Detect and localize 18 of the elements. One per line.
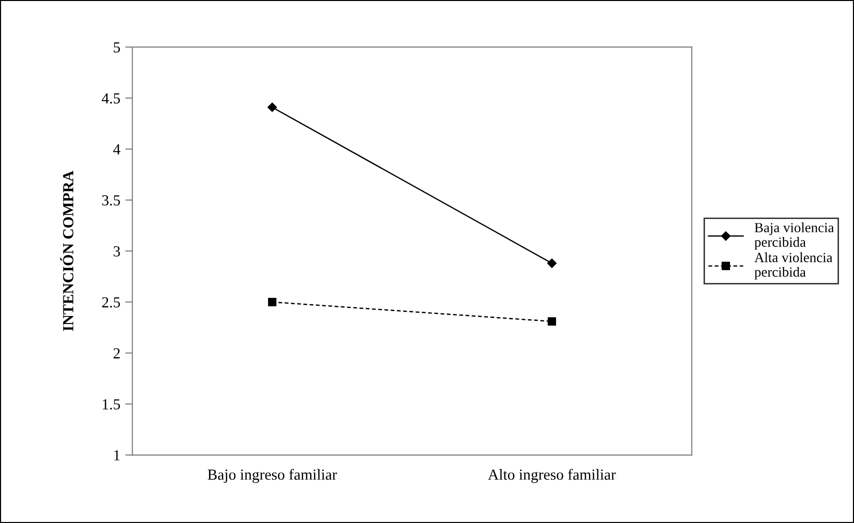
- y-tick-label: 4: [113, 144, 120, 154]
- y-tick-label: 3.5: [102, 195, 120, 206]
- y-tick-label: 2.5: [102, 297, 120, 308]
- point: [548, 317, 556, 326]
- x-tick-label: Alto ingreso familiar: [488, 468, 616, 483]
- y-tick-label: 1: [114, 450, 120, 460]
- x-tick-label: Bajo ingreso familiar: [208, 468, 337, 483]
- y-axis-title: INTENCIÓN COMPRA: [60, 170, 74, 331]
- y-tick-label: 5: [114, 42, 120, 53]
- point: [268, 102, 277, 112]
- y-tick-label: 2: [114, 348, 120, 358]
- y-tick-label: 4.5: [102, 93, 120, 104]
- y-tick-label: 1.5: [102, 399, 120, 410]
- point: [268, 298, 276, 306]
- legend-label: Alta violencia percibida: [754, 252, 832, 280]
- y-tick-label: 3: [114, 246, 120, 256]
- point: [547, 258, 557, 268]
- legend-label: Baja violencia percibida: [754, 222, 834, 250]
